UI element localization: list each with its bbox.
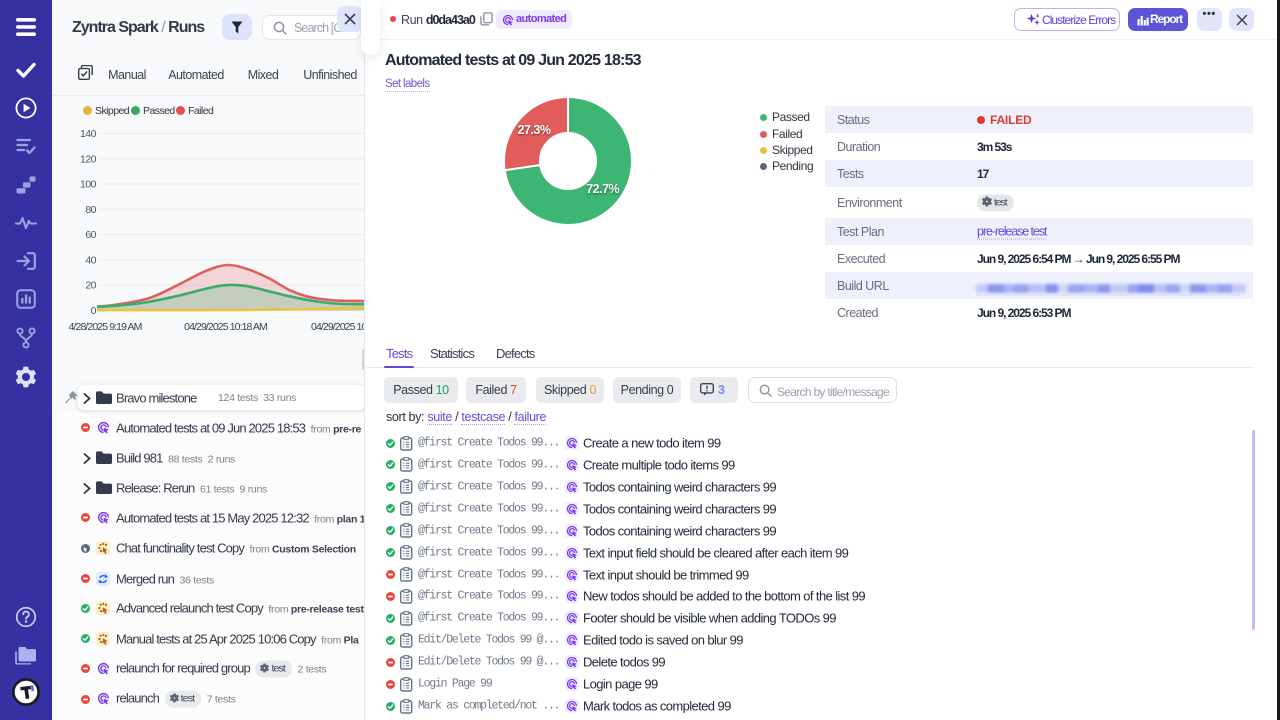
- svg-text:4/28/2025 9:19 AM: 4/28/2025 9:19 AM: [69, 321, 142, 333]
- svg-text:120: 120: [80, 153, 97, 165]
- svg-text:40: 40: [85, 254, 96, 266]
- svg-text:27.3%: 27.3%: [518, 123, 551, 137]
- svg-text:80: 80: [85, 204, 96, 216]
- svg-text:04/29/2025 10: 04/29/2025 10: [311, 321, 365, 333]
- svg-text:140: 140: [80, 128, 97, 140]
- svg-text:60: 60: [85, 229, 96, 241]
- svg-text:20: 20: [85, 280, 96, 292]
- svg-text:04/29/2025 10:18 AM: 04/29/2025 10:18 AM: [184, 321, 267, 333]
- svg-text:72.7%: 72.7%: [586, 182, 619, 196]
- svg-text:0: 0: [91, 305, 97, 317]
- svg-text:100: 100: [80, 179, 97, 191]
